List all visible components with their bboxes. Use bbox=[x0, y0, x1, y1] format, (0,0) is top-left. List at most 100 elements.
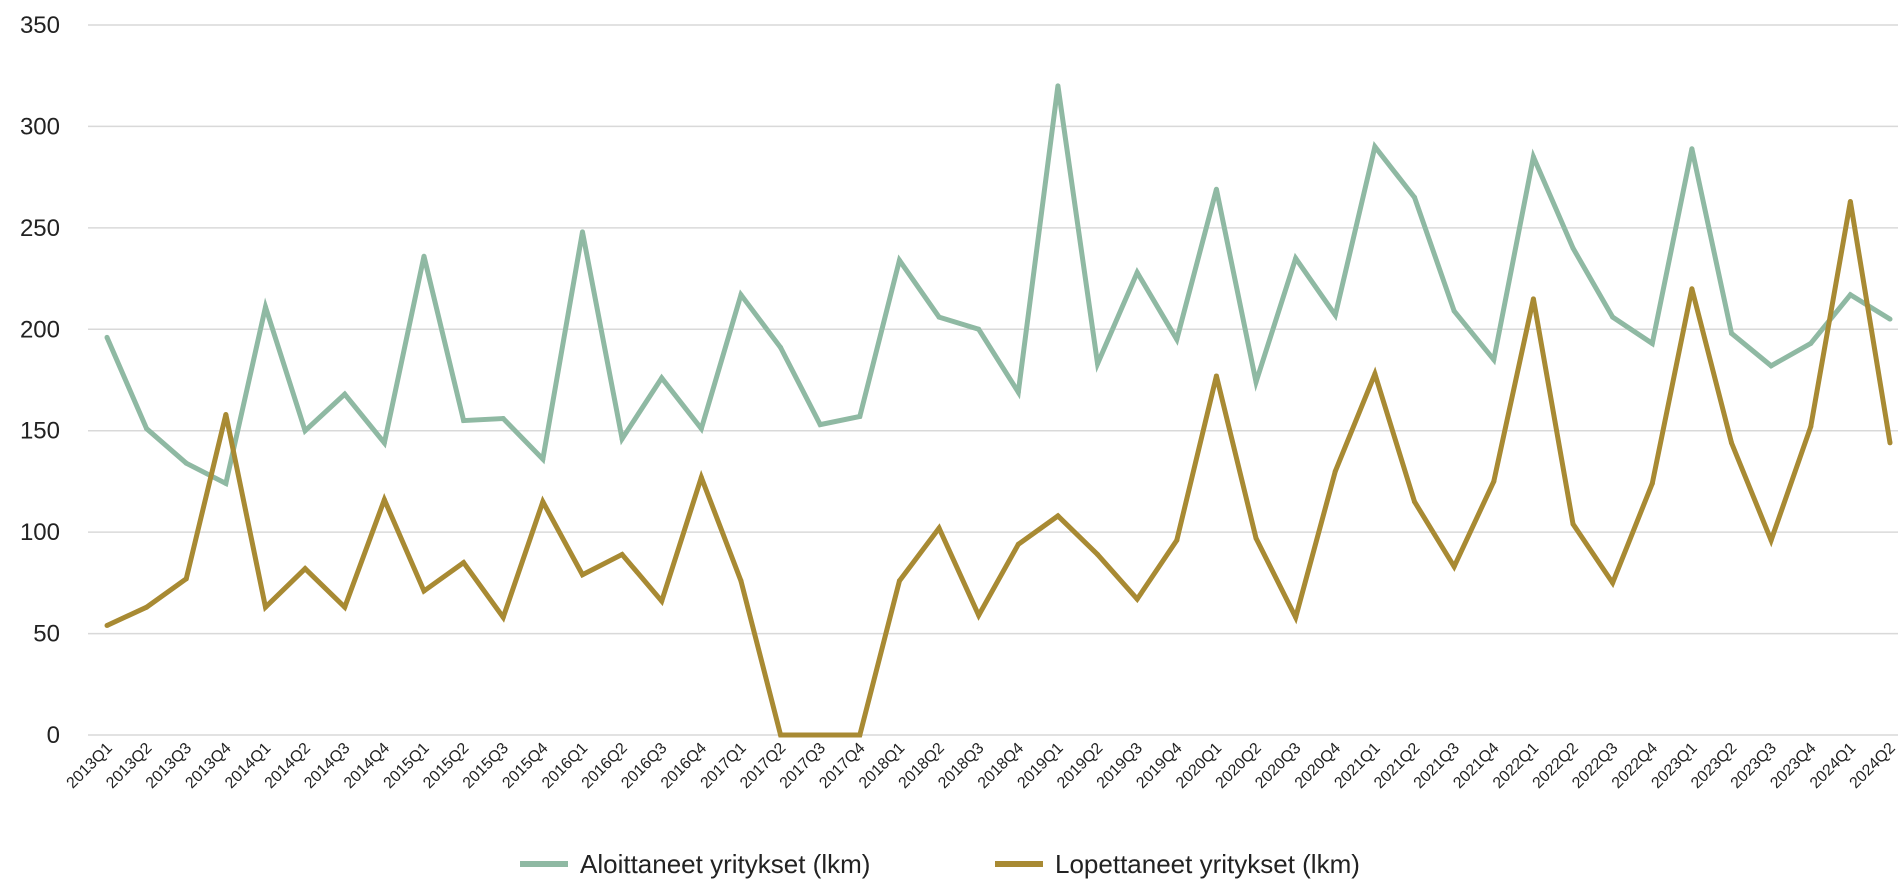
data-point bbox=[1451, 308, 1457, 314]
data-point bbox=[1847, 292, 1853, 298]
data-point bbox=[302, 428, 308, 434]
data-point bbox=[1610, 314, 1616, 320]
data-point bbox=[1570, 245, 1576, 251]
data-point bbox=[461, 560, 467, 566]
data-point bbox=[1530, 154, 1536, 160]
data-point bbox=[936, 314, 942, 320]
y-axis-tick-labels: 0 50 100 150 200 250 300 350 bbox=[20, 12, 60, 749]
y-tick-label: 50 bbox=[33, 621, 60, 648]
data-point bbox=[223, 480, 229, 486]
data-point bbox=[1530, 296, 1536, 302]
y-tick-label: 300 bbox=[20, 113, 60, 140]
data-point bbox=[1055, 83, 1061, 89]
data-point bbox=[1372, 144, 1378, 150]
y-tick-label: 150 bbox=[20, 418, 60, 445]
series-1 bbox=[104, 83, 1893, 488]
data-point bbox=[342, 391, 348, 397]
legend-label: Lopettaneet yritykset (lkm) bbox=[1055, 849, 1360, 879]
data-point bbox=[619, 436, 625, 442]
data-point bbox=[698, 426, 704, 432]
data-point bbox=[1015, 389, 1021, 395]
data-point bbox=[857, 732, 863, 738]
data-point bbox=[1689, 146, 1695, 152]
data-point bbox=[1808, 340, 1814, 346]
legend-label: Aloittaneet yritykset (lkm) bbox=[580, 849, 870, 879]
data-point bbox=[1491, 357, 1497, 363]
data-point bbox=[1649, 480, 1655, 486]
data-point bbox=[104, 334, 110, 340]
data-point bbox=[1729, 440, 1735, 446]
data-point bbox=[1610, 580, 1616, 586]
series-line bbox=[105, 201, 1893, 738]
data-point bbox=[1134, 596, 1140, 602]
data-point bbox=[619, 551, 625, 557]
data-point bbox=[1095, 361, 1101, 367]
data-point bbox=[1491, 478, 1497, 484]
data-point bbox=[1412, 194, 1418, 200]
data-point bbox=[1689, 286, 1695, 292]
data-point bbox=[659, 375, 665, 381]
data-point bbox=[1332, 312, 1338, 318]
data-point bbox=[738, 578, 744, 584]
data-point bbox=[1134, 269, 1140, 275]
data-point bbox=[1412, 499, 1418, 505]
data-point bbox=[1808, 424, 1814, 430]
data-point bbox=[817, 732, 823, 738]
legend-item: Aloittaneet yritykset (lkm) bbox=[520, 849, 870, 879]
data-point bbox=[223, 411, 229, 417]
data-point bbox=[1055, 513, 1061, 519]
data-point bbox=[936, 525, 942, 531]
y-tick-label: 100 bbox=[20, 519, 60, 546]
data-point bbox=[381, 497, 387, 503]
data-point bbox=[381, 440, 387, 446]
data-point bbox=[183, 460, 189, 466]
data-point bbox=[461, 418, 467, 424]
data-point bbox=[1847, 198, 1853, 204]
data-point bbox=[262, 304, 268, 310]
data-point bbox=[302, 566, 308, 572]
data-point bbox=[1372, 371, 1378, 377]
data-point bbox=[421, 588, 427, 594]
y-tick-label: 0 bbox=[47, 722, 60, 749]
data-point bbox=[1887, 316, 1893, 322]
data-point bbox=[1570, 521, 1576, 527]
data-point bbox=[778, 345, 784, 351]
series-lines bbox=[104, 83, 1893, 738]
x-axis-tick-labels: 2013Q12013Q22013Q32013Q42014Q12014Q22014… bbox=[64, 740, 1898, 792]
data-point bbox=[579, 572, 585, 578]
data-point bbox=[144, 604, 150, 610]
data-point bbox=[976, 612, 982, 618]
data-point bbox=[421, 253, 427, 259]
y-tick-label: 250 bbox=[20, 215, 60, 242]
data-point bbox=[1174, 537, 1180, 543]
legend-item: Lopettaneet yritykset (lkm) bbox=[995, 849, 1360, 879]
data-point bbox=[1768, 363, 1774, 369]
data-point bbox=[857, 414, 863, 420]
data-point bbox=[183, 576, 189, 582]
data-point bbox=[1213, 186, 1219, 192]
y-tick-label: 200 bbox=[20, 316, 60, 343]
data-point bbox=[659, 598, 665, 604]
data-point bbox=[738, 292, 744, 298]
data-point bbox=[1213, 373, 1219, 379]
data-point bbox=[1451, 564, 1457, 570]
data-point bbox=[1887, 440, 1893, 446]
data-point bbox=[1729, 330, 1735, 336]
data-point bbox=[1293, 255, 1299, 261]
grid bbox=[88, 24, 1898, 736]
data-point bbox=[1253, 379, 1259, 385]
data-point bbox=[896, 578, 902, 584]
data-point bbox=[500, 614, 506, 620]
data-point bbox=[896, 257, 902, 263]
data-point bbox=[540, 499, 546, 505]
data-point bbox=[1253, 535, 1259, 541]
series-2 bbox=[104, 198, 1893, 738]
data-point bbox=[1768, 537, 1774, 543]
data-point bbox=[144, 426, 150, 432]
data-point bbox=[1293, 614, 1299, 620]
data-point bbox=[976, 326, 982, 332]
data-point bbox=[104, 622, 110, 628]
data-point bbox=[342, 604, 348, 610]
